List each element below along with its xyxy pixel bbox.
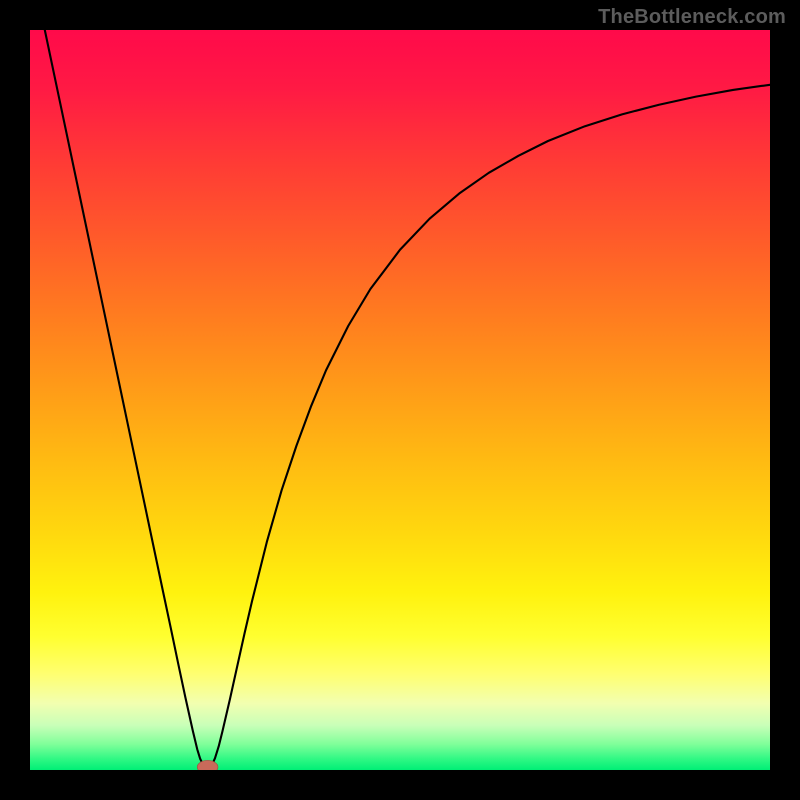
gradient-background	[30, 30, 770, 770]
chart-frame: TheBottleneck.com	[0, 0, 800, 800]
watermark-text: TheBottleneck.com	[598, 6, 786, 29]
plot-area	[30, 30, 770, 770]
chart-svg	[30, 30, 770, 770]
